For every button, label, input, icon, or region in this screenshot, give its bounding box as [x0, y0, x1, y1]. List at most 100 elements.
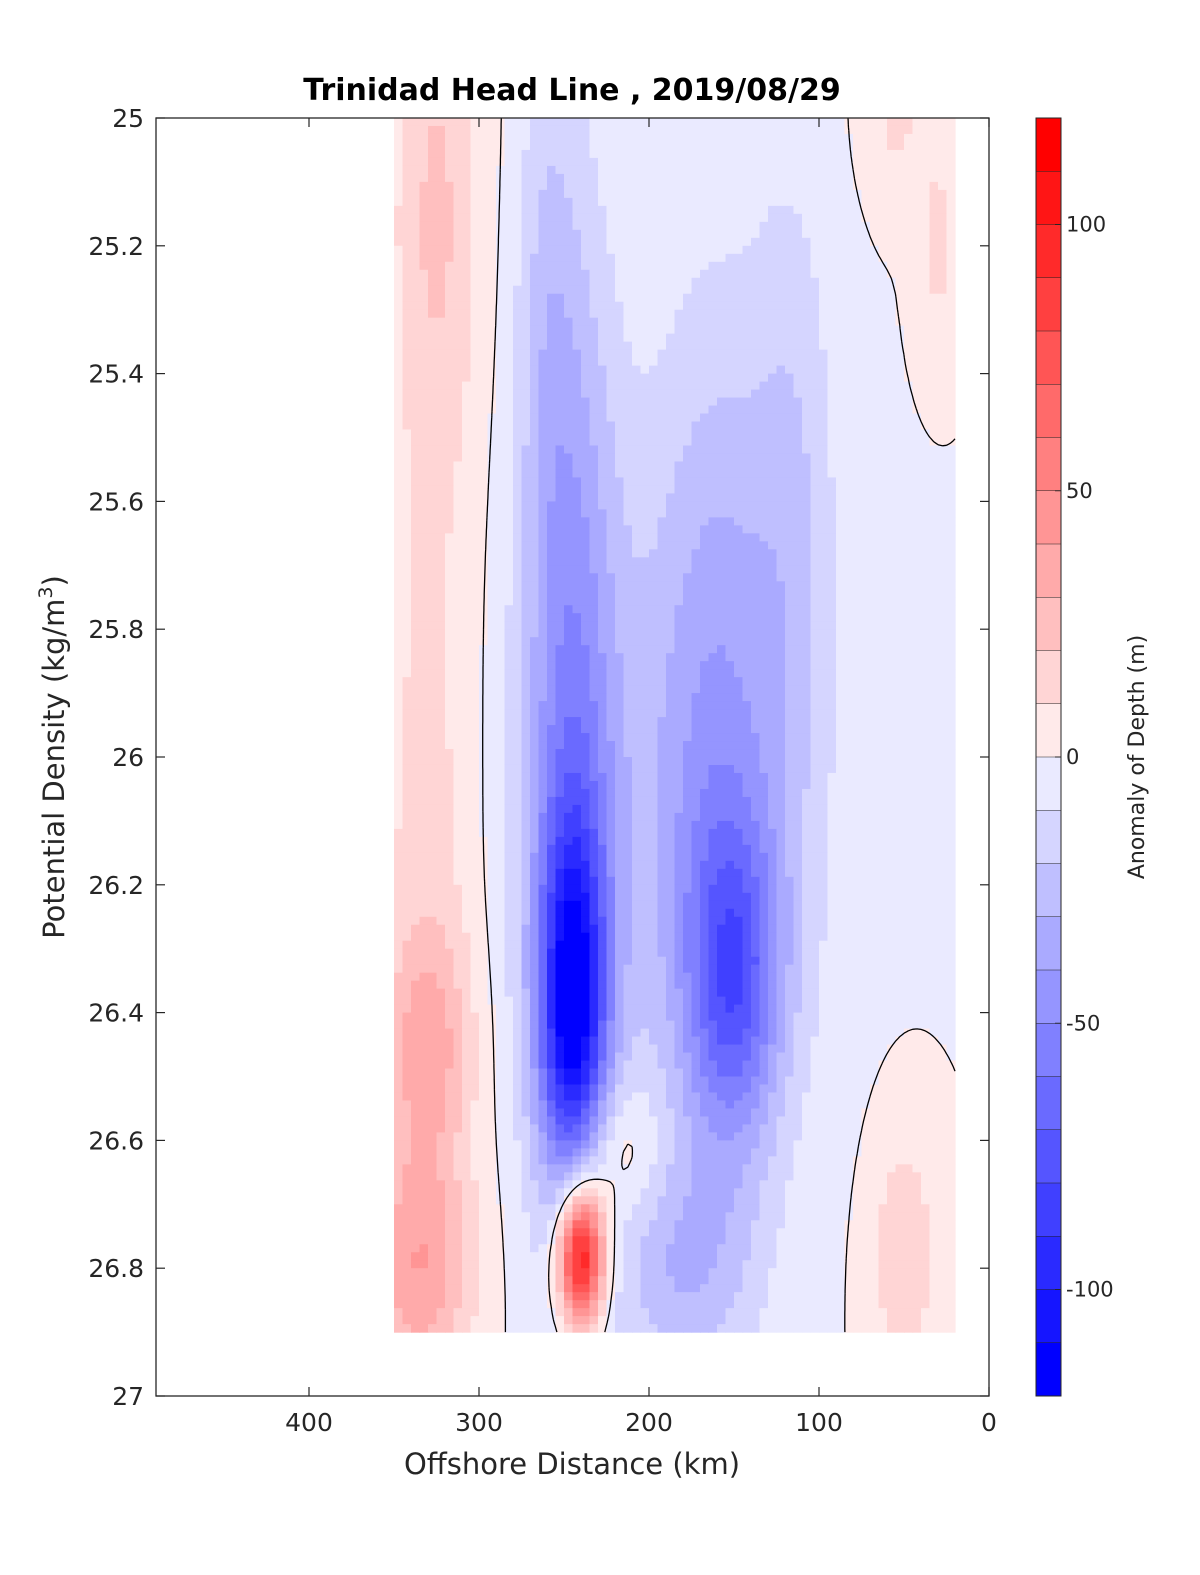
contour-cell — [555, 1084, 565, 1094]
contour-cell — [555, 125, 565, 135]
contour-cell — [623, 932, 633, 942]
contour-cell — [504, 1020, 514, 1030]
contour-cell — [402, 1084, 412, 1094]
contour-cell — [487, 1132, 497, 1141]
contour-cell — [564, 852, 574, 862]
contour-cell — [640, 557, 650, 566]
contour-cell — [598, 669, 608, 678]
contour-cell — [487, 1124, 497, 1134]
contour-cell — [394, 757, 404, 766]
contour-cell — [428, 533, 438, 542]
contour-cell — [538, 621, 548, 630]
contour-cell — [513, 1028, 523, 1038]
contour-cell — [436, 245, 446, 255]
contour-cell — [547, 653, 557, 662]
contour-cell — [538, 780, 548, 790]
contour-cell — [470, 1100, 480, 1110]
contour-cell — [394, 1084, 404, 1094]
contour-cell — [598, 1124, 608, 1134]
contour-cell — [479, 1156, 489, 1165]
contour-cell — [402, 301, 412, 311]
contour-cell — [428, 1196, 438, 1205]
contour-cell — [445, 940, 455, 950]
contour-cell — [445, 1188, 455, 1197]
contour-cell — [581, 1092, 591, 1102]
contour-cell — [513, 884, 523, 894]
contour-cell — [598, 661, 608, 670]
contour-cell — [479, 517, 489, 526]
contour-cell — [419, 884, 429, 894]
contour-cell — [657, 285, 667, 295]
contour-cell — [538, 181, 548, 191]
contour-cell — [479, 541, 489, 550]
contour-cell — [666, 445, 676, 455]
contour-cell — [394, 221, 404, 231]
contour-cell — [479, 1052, 489, 1062]
contour-cell — [436, 285, 446, 295]
contour-cell — [589, 916, 599, 926]
contour-cell — [428, 221, 438, 231]
contour-cell — [640, 397, 650, 407]
contour-cell — [538, 1300, 548, 1309]
contour-cell — [538, 653, 548, 662]
contour-cell — [640, 788, 650, 798]
contour-cell — [606, 1004, 616, 1014]
contour-cell — [470, 317, 480, 327]
contour-cell — [649, 301, 659, 311]
contour-cell — [445, 844, 455, 854]
contour-cell — [640, 349, 650, 359]
contour-cell — [530, 1300, 540, 1309]
contour-cell — [547, 333, 557, 343]
contour-cell — [445, 525, 455, 534]
contour-cell — [402, 477, 412, 487]
contour-cell — [598, 645, 608, 654]
contour-cell — [521, 341, 531, 351]
contour-cell — [394, 996, 404, 1006]
contour-cell — [581, 301, 591, 311]
contour-cell — [462, 277, 472, 287]
contour-cell — [598, 1148, 608, 1157]
contour-cell — [615, 421, 625, 431]
contour-cell — [513, 421, 523, 431]
contour-cell — [504, 669, 514, 678]
contour-cell — [598, 1292, 608, 1301]
contour-cell — [462, 341, 472, 351]
contour-cell — [564, 685, 574, 694]
contour-cell — [649, 1132, 659, 1141]
contour-cell — [547, 764, 557, 774]
contour-cell — [572, 717, 582, 726]
contour-cell — [547, 133, 557, 143]
contour-cell — [394, 685, 404, 694]
contour-cell — [504, 852, 514, 862]
contour-cell — [513, 812, 523, 822]
contour-cell — [581, 253, 591, 263]
contour-cell — [428, 381, 438, 391]
contour-cell — [666, 549, 676, 558]
contour-cell — [453, 461, 463, 471]
contour-cell — [496, 780, 506, 790]
contour-cell — [589, 309, 599, 319]
contour-cell — [564, 293, 574, 303]
contour-cell — [547, 125, 557, 135]
contour-cell — [649, 677, 659, 686]
contour-cell — [538, 381, 548, 391]
contour-cell — [649, 421, 659, 431]
contour-cell — [445, 453, 455, 463]
contour-cell — [436, 461, 446, 471]
contour-cell — [538, 820, 548, 830]
contour-cell — [615, 645, 625, 654]
contour-cell — [419, 908, 429, 918]
contour-cell — [445, 685, 455, 694]
contour-cell — [564, 836, 574, 846]
contour-cell — [402, 788, 412, 798]
contour-cell — [581, 852, 591, 862]
contour-cell — [606, 118, 616, 127]
contour-cell — [411, 1044, 421, 1054]
contour-cell — [530, 309, 540, 319]
contour-cell — [547, 541, 557, 550]
contour-cell — [521, 996, 531, 1006]
contour-cell — [606, 541, 616, 550]
contour-cell — [538, 884, 548, 894]
contour-cell — [496, 1172, 506, 1181]
contour-cell — [487, 565, 497, 574]
